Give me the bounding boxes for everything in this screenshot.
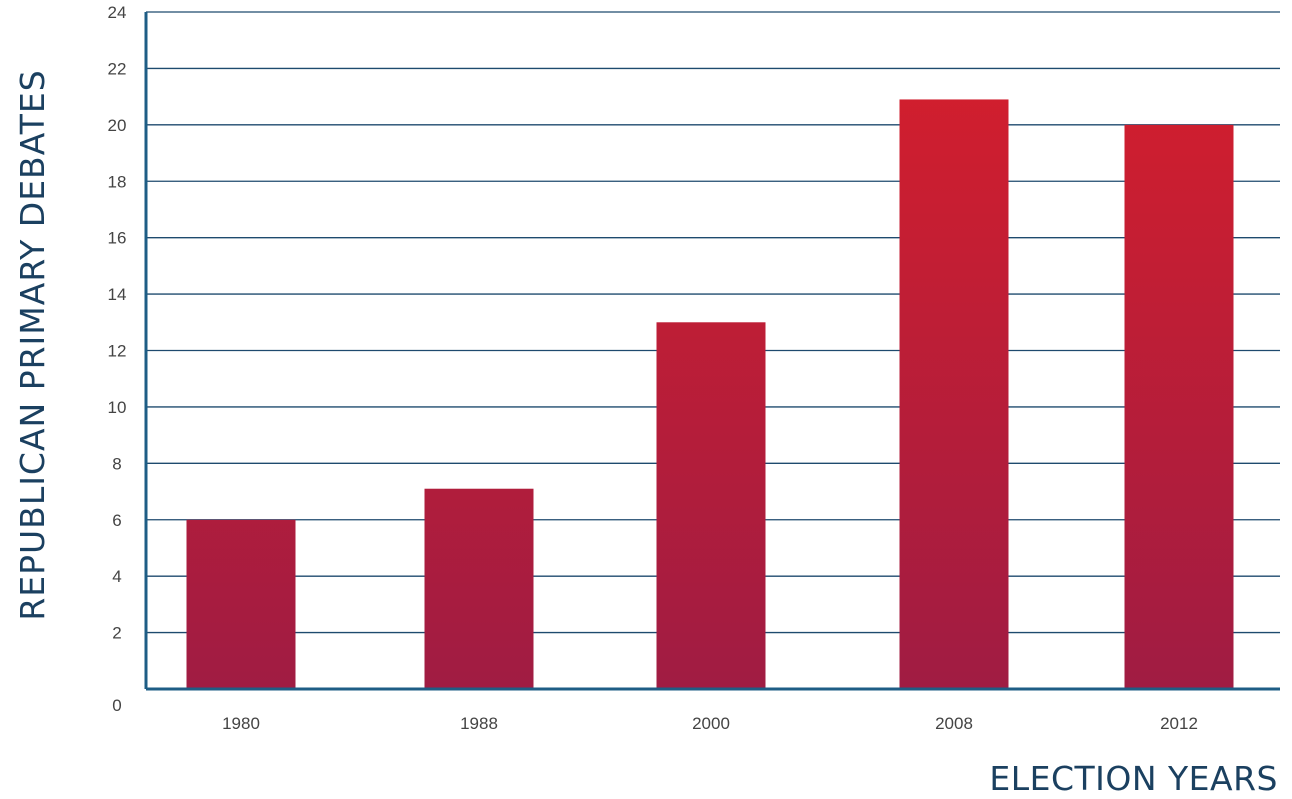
y-tick-label: 2 bbox=[112, 624, 121, 643]
y-tick-label: 24 bbox=[108, 3, 127, 22]
bar-2008 bbox=[899, 99, 1009, 690]
axes bbox=[144, 12, 1280, 691]
bar-2012 bbox=[1124, 124, 1234, 690]
y-tick-label: 14 bbox=[108, 285, 127, 304]
bar-1988 bbox=[424, 488, 534, 689]
x-axis-label: ELECTION YEARS bbox=[989, 759, 1278, 798]
x-tick-label: 1988 bbox=[460, 714, 498, 733]
bars bbox=[186, 99, 1234, 690]
bar-1980 bbox=[186, 519, 296, 689]
y-tick-label: 8 bbox=[112, 454, 121, 473]
y-tick-label: 10 bbox=[108, 398, 127, 417]
x-tick-labels: 1980 1988 2000 2008 2012 bbox=[222, 714, 1198, 733]
y-tick-label: 4 bbox=[112, 567, 121, 586]
y-tick-label: 18 bbox=[108, 172, 127, 191]
y-tick-label: 16 bbox=[108, 229, 127, 248]
x-tick-label: 2012 bbox=[1160, 714, 1198, 733]
y-tick-label: 6 bbox=[112, 511, 121, 530]
x-tick-label: 2008 bbox=[935, 714, 973, 733]
y-tick-label: 0 bbox=[112, 696, 121, 715]
y-tick-label: 20 bbox=[108, 116, 127, 135]
y-tick-label: 12 bbox=[108, 342, 127, 361]
x-tick-label: 1980 bbox=[222, 714, 260, 733]
x-tick-label: 2000 bbox=[692, 714, 730, 733]
y-axis-label: REPUBLICAN PRIMARY DEBATES bbox=[13, 69, 52, 620]
bar-2000 bbox=[656, 322, 766, 689]
y-tick-label: 22 bbox=[108, 59, 127, 78]
